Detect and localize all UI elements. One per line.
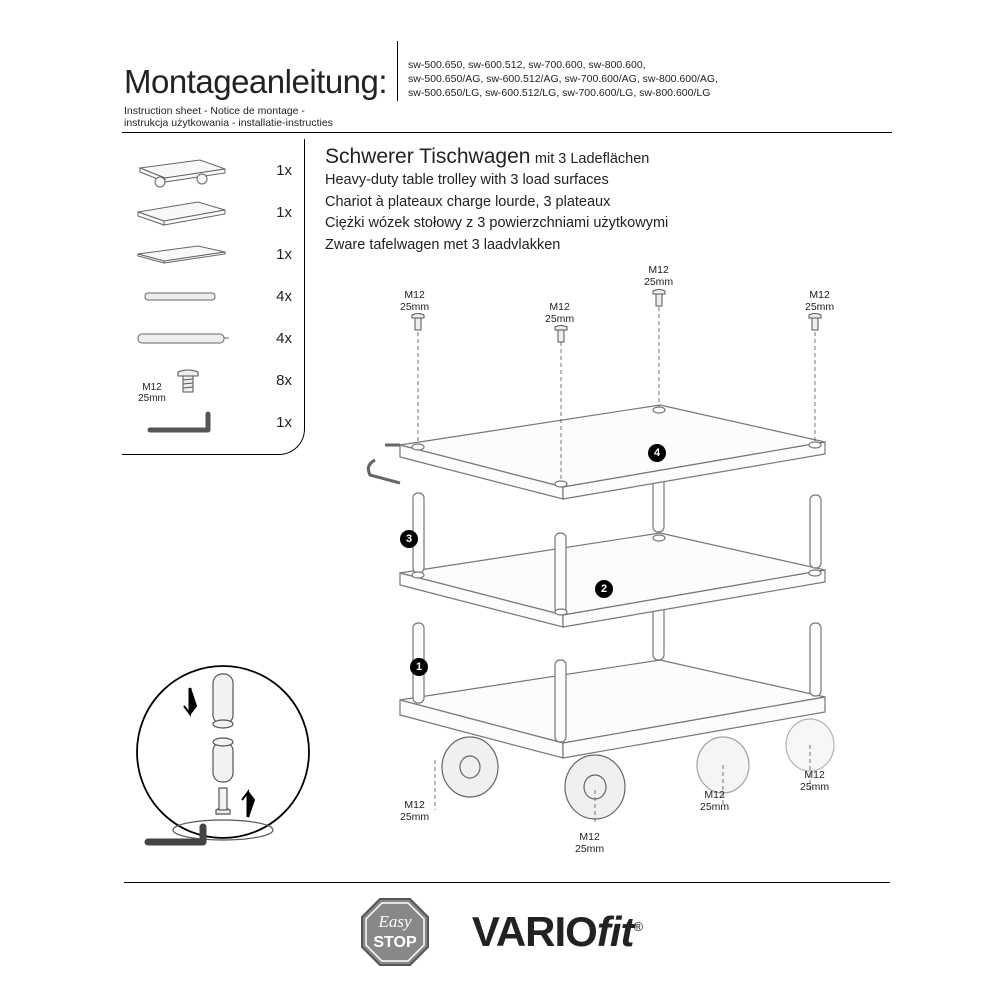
easystop-top-text: Easy	[377, 912, 412, 931]
tube-long-icon	[130, 320, 230, 356]
variofit-logo: VARIOfit®	[472, 908, 642, 956]
tube-short-icon	[130, 278, 230, 314]
part-row-shelf: 1x	[130, 233, 292, 275]
screw-callout: M1225mm	[700, 790, 729, 813]
screw-callout: M1225mm	[575, 832, 604, 855]
product-lang-pl: Ciężki wózek stołowy z 3 powierzchniami …	[325, 214, 890, 234]
product-subtitle: mit 3 Ladeflächen	[535, 151, 649, 167]
qty-label: 4x	[276, 288, 292, 305]
screw-spec-label: M12 25mm	[136, 382, 168, 404]
models-line: sw-500.650/AG, sw-600.512/AG, sw-700.600…	[408, 72, 890, 86]
part-row-wrench: 1x	[130, 401, 292, 443]
qty-label: 4x	[276, 330, 292, 347]
exploded-diagram	[305, 265, 905, 825]
screw-callout: M1225mm	[800, 770, 829, 793]
easystop-logo: Easy STOP	[358, 895, 432, 969]
vertical-divider	[397, 41, 398, 101]
divider-bottom	[124, 882, 890, 883]
footer-brands: Easy STOP VARIOfit®	[0, 895, 1000, 969]
brand-vario: VARIO	[472, 908, 597, 955]
step-bubble-3: 3	[400, 530, 418, 548]
page-title: Montageanleitung:	[124, 63, 397, 101]
divider-top	[122, 132, 892, 133]
part-row-shelf: 1x	[130, 191, 292, 233]
product-lang-nl: Zware tafelwagen met 3 laadvlakken	[325, 236, 890, 256]
screw-callout: M1225mm	[805, 290, 834, 313]
qty-label: 1x	[276, 162, 292, 179]
qty-label: 1x	[276, 246, 292, 263]
screw-callout: M1225mm	[400, 800, 429, 823]
shelf-icon	[130, 194, 230, 230]
step-bubble-1: 1	[410, 658, 428, 676]
part-row-base: 1x	[130, 149, 292, 191]
base-platform-icon	[130, 152, 230, 188]
brand-fit: fit	[597, 908, 634, 955]
product-title-block: Schwerer Tischwagen mit 3 Ladeflächen He…	[325, 145, 890, 255]
model-numbers: sw-500.650, sw-600.512, sw-700.600, sw-8…	[408, 58, 890, 101]
screw-callout: M1225mm	[400, 290, 429, 313]
hex-wrench-icon	[130, 404, 230, 440]
shelf-thin-icon	[130, 236, 230, 272]
qty-label: 1x	[276, 204, 292, 221]
screw-size: M12	[136, 382, 168, 393]
qty-label: 8x	[276, 372, 292, 389]
models-line: sw-500.650/LG, sw-600.512/LG, sw-700.600…	[408, 86, 890, 100]
easystop-bottom-text: STOP	[373, 934, 417, 951]
part-row-tube: 4x	[130, 275, 292, 317]
product-lang-en: Heavy-duty table trolley with 3 load sur…	[325, 171, 890, 191]
models-line: sw-500.650, sw-600.512, sw-700.600, sw-8…	[408, 58, 890, 72]
product-title: Schwerer Tischwagen	[325, 145, 530, 168]
step-bubble-2: 2	[595, 580, 613, 598]
brand-reg: ®	[633, 919, 642, 934]
qty-label: 1x	[276, 414, 292, 431]
screw-callout: M1225mm	[644, 265, 673, 288]
product-lang-fr: Chariot à plateaux charge lourde, 3 plat…	[325, 193, 890, 213]
subtitle-langs: Instruction sheet - Notice de montage - …	[124, 105, 890, 129]
screw-length: 25mm	[136, 393, 168, 404]
part-row-tube: 4x	[130, 317, 292, 359]
parts-list-panel: 1x 1x 1x 4x 4x	[122, 139, 305, 455]
header: Montageanleitung: sw-500.650, sw-600.512…	[124, 58, 890, 129]
step-bubble-4: 4	[648, 444, 666, 462]
screw-callout: M1225mm	[545, 302, 574, 325]
assembly-detail-circle	[128, 662, 318, 852]
